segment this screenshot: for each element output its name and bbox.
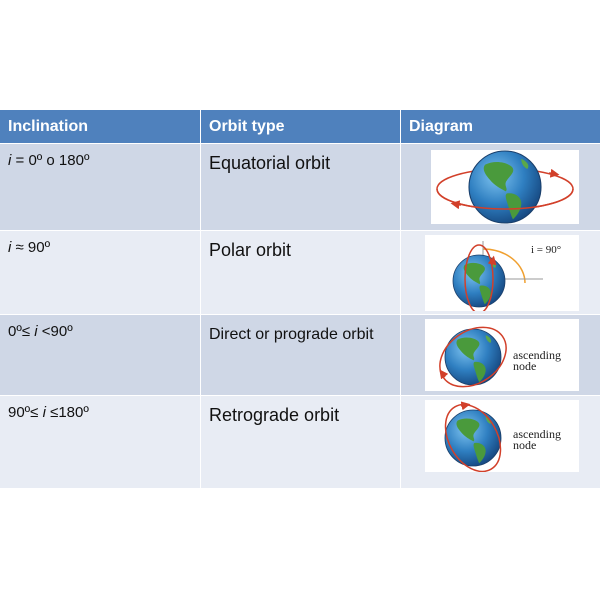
globe-icon	[452, 254, 506, 308]
orbit-type-cell: Direct or prograde orbit	[201, 315, 400, 395]
diagram-cell	[401, 144, 600, 230]
orbit-table: Inclination Orbit type Diagram i = 0º o …	[0, 110, 600, 488]
inclination-value: ≤180º	[45, 404, 89, 421]
node-label-line1: ascending	[513, 348, 561, 362]
orbit-path	[464, 244, 494, 311]
inclination-label: i = 90°	[531, 244, 561, 256]
inclination-variable: i	[42, 404, 46, 421]
node-label-line1: ascending	[513, 427, 561, 441]
prograde-orbit-diagram: ascending node	[425, 319, 579, 391]
node-label-line2: node	[513, 359, 536, 373]
header-orbit-type: Orbit type	[201, 110, 400, 143]
inclination-value: <90º	[37, 323, 73, 340]
orbit-path	[444, 403, 502, 472]
diagram-cell: i = 90°	[401, 231, 600, 314]
diagram-cell: ascending node	[401, 315, 600, 395]
inclination-arc	[482, 248, 526, 284]
inclination-prefix: 90º≤	[8, 404, 43, 421]
orbit-type-cell: Retrograde orbit	[201, 396, 400, 488]
inclination-cell: 0º≤ i <90º	[0, 315, 200, 395]
diagram-cell: ascending node	[401, 396, 600, 488]
orbit-type-cell: Polar orbit	[201, 231, 400, 314]
inclination-value: = 0º o 180º	[11, 152, 90, 169]
polar-orbit-diagram: i = 90°	[425, 235, 579, 311]
inclination-cell: i ≈ 90º	[0, 231, 200, 314]
inclination-variable: i	[8, 239, 12, 256]
header-inclination: Inclination	[0, 110, 200, 143]
globe-icon	[444, 409, 502, 467]
inclination-value: ≈ 90º	[11, 239, 51, 256]
orbit-type-cell: Equatorial orbit	[201, 144, 400, 230]
header-diagram: Diagram	[401, 110, 600, 143]
inclination-variable: i	[34, 323, 38, 340]
inclination-variable: i	[8, 152, 12, 169]
inclination-cell: i = 0º o 180º	[0, 144, 200, 230]
globe-icon	[468, 150, 542, 224]
node-label-line2: node	[513, 438, 536, 452]
inclination-prefix: 0º≤	[8, 323, 35, 340]
equatorial-orbit-diagram	[431, 150, 579, 224]
globe-icon	[444, 328, 502, 386]
retrograde-orbit-diagram: ascending node	[425, 400, 579, 472]
inclination-cell: 90º≤ i ≤180º	[0, 396, 200, 488]
